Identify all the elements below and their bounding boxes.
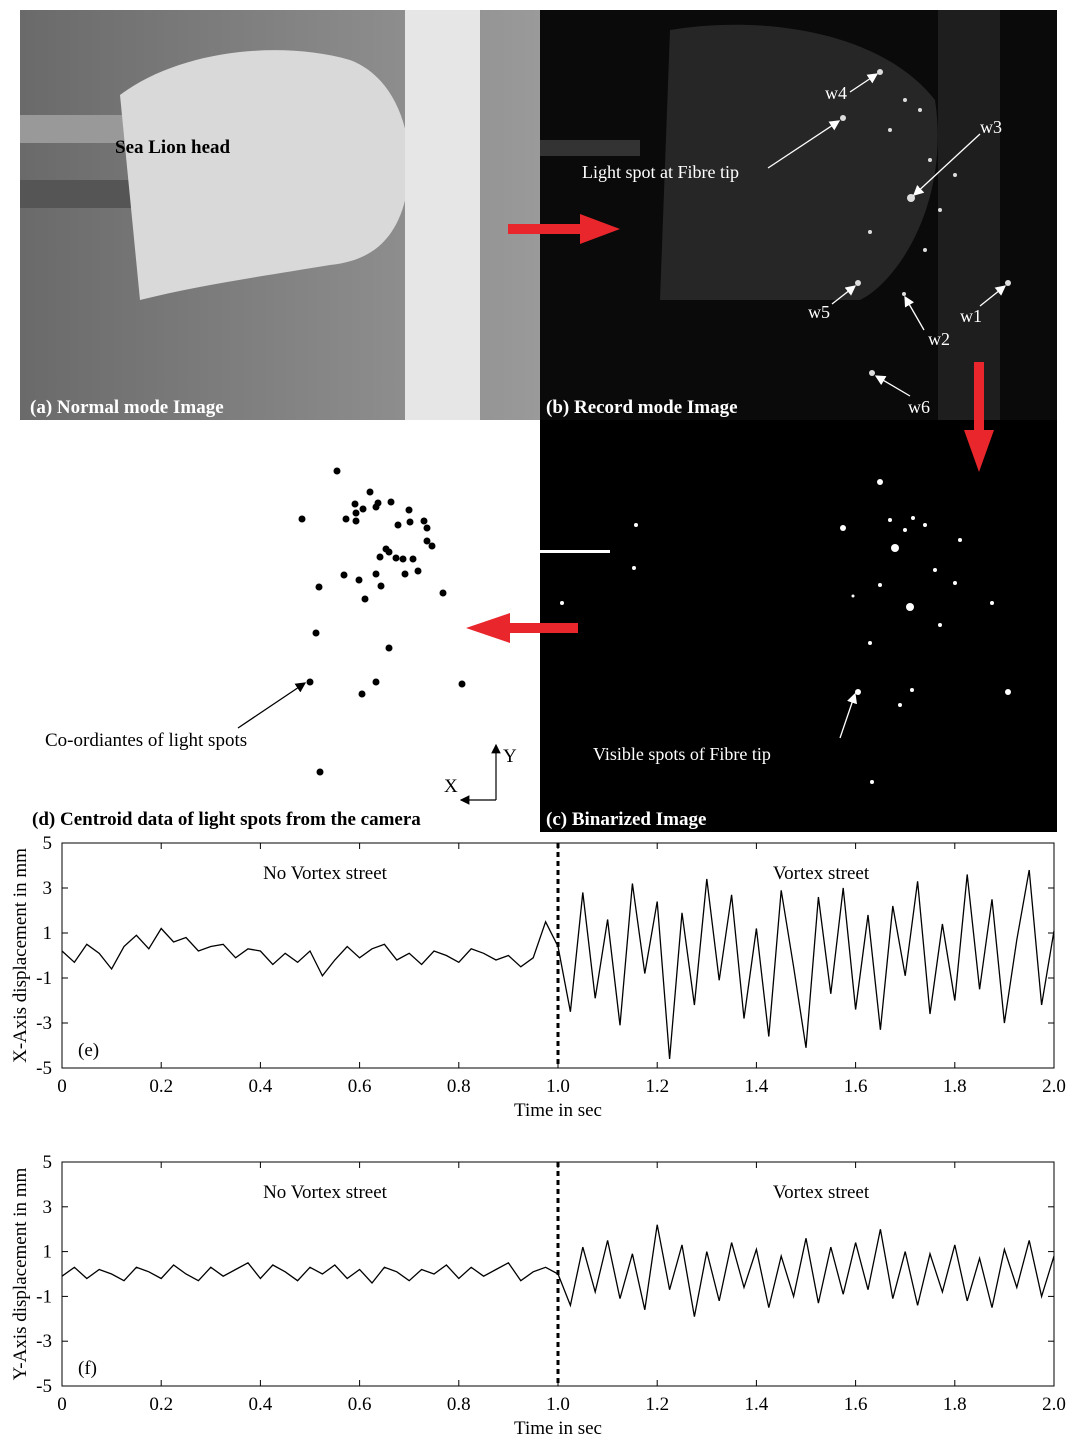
flow-arrows (466, 214, 994, 643)
x-tick-label: 1.8 (943, 1076, 967, 1097)
y-tick-label: 3 (43, 1197, 53, 1218)
callout: Co-ordiantes of light spots (45, 730, 247, 751)
callout-arrows (767, 73, 1007, 397)
whisker-label: w2 (928, 329, 950, 349)
annotation: No Vortex street (263, 863, 388, 884)
panel-label: (e) (78, 1040, 99, 1061)
panel-label: (b) Record mode Image (546, 397, 738, 418)
rod (540, 140, 640, 156)
y-tick-label: -3 (36, 1331, 52, 1352)
rod-edge (540, 550, 610, 553)
x-tick-label: 1.2 (645, 1394, 669, 1415)
annotation: No Vortex street (263, 1182, 388, 1203)
centroid-dots (298, 467, 466, 776)
x-tick-label: 1.0 (546, 1076, 570, 1097)
x-tick-label: 1.6 (844, 1076, 868, 1097)
annotation: Vortex street (773, 1182, 870, 1203)
rod (20, 180, 140, 208)
subject-label: Sea Lion head (115, 137, 231, 158)
whisker-label: w1 (960, 306, 982, 326)
panel-d: Co-ordiantes of light spots X Y (d) Cent… (32, 467, 517, 830)
y-tick-label: -1 (36, 1286, 52, 1307)
y-tick-label: -3 (36, 1013, 52, 1034)
axis-glyph-x: X (444, 776, 458, 797)
x-tick-label: 0.2 (149, 1394, 173, 1415)
panel-b: w4 w3 w5 w2 w1 w6 Light spot at Fibre ti… (540, 10, 1057, 420)
y-axis-label: X-Axis displacement in mm (10, 848, 31, 1063)
arrow-down (964, 362, 994, 472)
x-tick-label: 0.6 (348, 1076, 372, 1097)
whisker-label: w3 (980, 117, 1002, 137)
x-tick-label: 1.4 (745, 1394, 769, 1415)
panel-label: (c) Binarized Image (546, 809, 706, 830)
axis-glyph-y: Y (503, 746, 517, 767)
callout: Visible spots of Fibre tip (593, 744, 771, 764)
x-tick-label: 1.4 (745, 1076, 769, 1097)
whisker-label: w6 (908, 397, 930, 417)
panel-c: Visible spots of Fibre tip (c) Binarized… (540, 420, 1057, 832)
panel-label: (f) (78, 1358, 97, 1379)
x-tick-label: 0.2 (149, 1076, 173, 1097)
annotation: Vortex street (773, 863, 870, 884)
rod (20, 115, 140, 143)
x-tick-label: 1.6 (844, 1394, 868, 1415)
y-tick-label: 5 (43, 1152, 53, 1173)
y-tick-label: 1 (43, 1242, 53, 1263)
arrow-right (508, 214, 620, 244)
x-tick-label: 0.4 (249, 1394, 273, 1415)
panel-label: (a) Normal mode Image (30, 397, 224, 418)
x-tick-label: 0.4 (249, 1076, 273, 1097)
x-tick-label: 0 (57, 1394, 67, 1415)
y-tick-label: -5 (36, 1376, 52, 1397)
y-tick-label: 1 (43, 923, 53, 944)
whisker-label: w5 (808, 302, 830, 322)
y-tick-label: -1 (36, 968, 52, 989)
x-tick-label: 2.0 (1042, 1076, 1066, 1097)
panel-a: Sea Lion head (a) Normal mode Image (20, 10, 540, 420)
callout: Light spot at Fibre tip (582, 162, 739, 182)
axis-glyph (459, 743, 501, 805)
head-shape (120, 50, 410, 301)
whisker-label: w4 (825, 83, 847, 103)
x-axis-label: Time in sec (514, 1418, 602, 1439)
photo-background (540, 420, 1057, 832)
y-tick-label: -5 (36, 1058, 52, 1079)
x-tick-label: 1.8 (943, 1394, 967, 1415)
x-tick-label: 0 (57, 1076, 67, 1097)
callout-arrow (237, 682, 307, 729)
y-tick-label: 5 (43, 833, 53, 854)
y-axis-label: Y-Axis displacement in mm (10, 1167, 31, 1380)
x-tick-label: 1.2 (645, 1076, 669, 1097)
light-spots (840, 69, 1011, 376)
x-tick-label: 0.8 (447, 1394, 471, 1415)
x-tick-label: 0.6 (348, 1394, 372, 1415)
x-tick-label: 0.8 (447, 1076, 471, 1097)
arrow-left (466, 613, 578, 643)
ruler (405, 10, 480, 420)
panel-label: (d) Centroid data of light spots from th… (32, 809, 421, 830)
y-tick-label: 3 (43, 878, 53, 899)
callout-arrow (839, 692, 857, 739)
x-axis-label: Time in sec (514, 1100, 602, 1121)
ruler (938, 10, 1000, 420)
x-tick-label: 2.0 (1042, 1394, 1066, 1415)
x-tick-label: 1.0 (546, 1394, 570, 1415)
